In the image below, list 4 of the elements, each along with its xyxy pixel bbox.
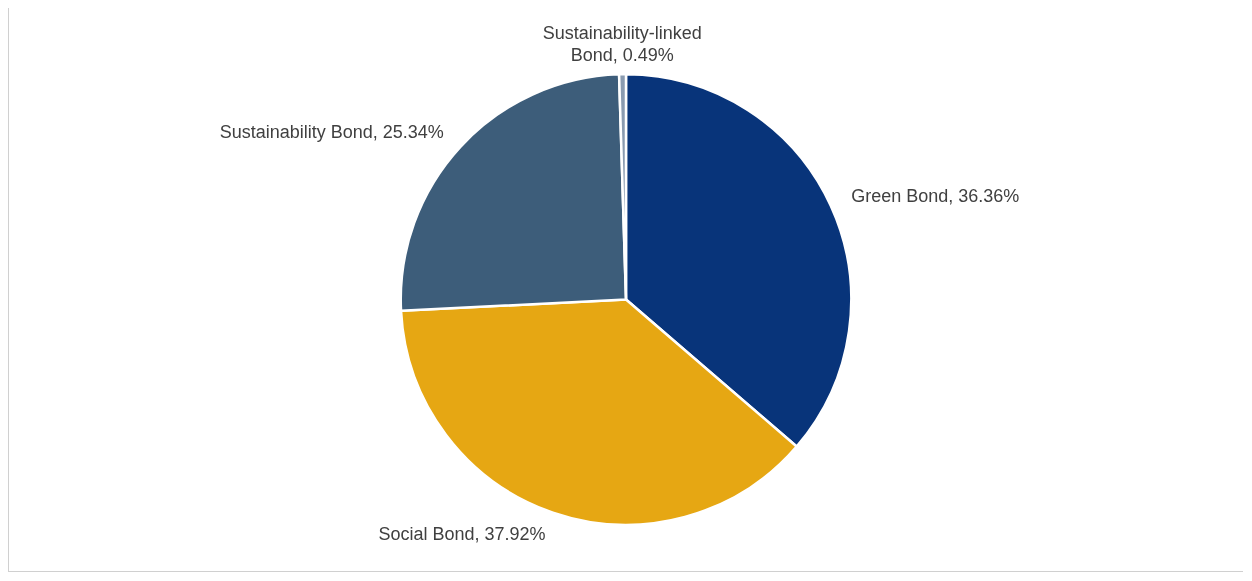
- slice-label: Sustainability-linked Bond, 0.49%: [541, 21, 703, 66]
- slice-label: Sustainability Bond, 25.34%: [219, 120, 444, 143]
- slice-label: Social Bond, 37.92%: [378, 522, 546, 545]
- slice-label: Green Bond, 36.36%: [851, 185, 1020, 208]
